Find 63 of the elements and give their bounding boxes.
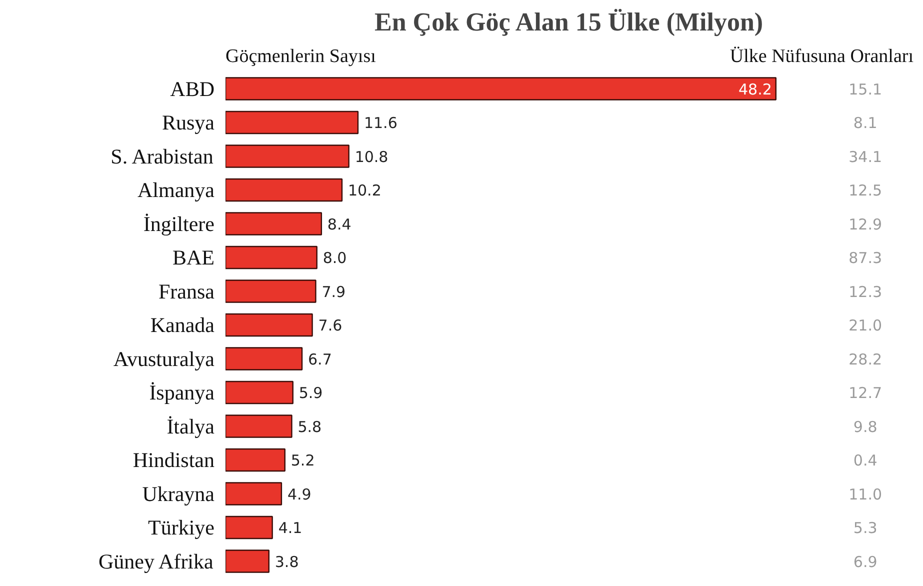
y-tick-label: Ukrayna — [142, 482, 216, 506]
bar — [226, 516, 273, 540]
y-tick-label: S. Arabistan — [110, 144, 214, 168]
bar — [226, 347, 303, 370]
data-label: 6.7 — [308, 350, 332, 368]
y-tick-label: İtalya — [166, 414, 216, 438]
data-label: 4.1 — [278, 519, 302, 537]
text: 87.3 — [848, 249, 882, 267]
bar — [226, 550, 270, 573]
data-label: 7.6 — [318, 316, 342, 334]
data-label: 4.9 — [287, 485, 312, 504]
data-label: 8.4 — [327, 215, 352, 234]
bar — [226, 144, 350, 168]
text: 9.8 — [853, 418, 878, 436]
data-label: 8.0 — [322, 249, 347, 267]
text: 12.7 — [848, 384, 882, 402]
text: 11.0 — [848, 485, 882, 504]
data-label: 10.2 — [348, 182, 382, 200]
text: 12.9 — [848, 215, 882, 234]
text: 8.1 — [853, 114, 878, 132]
y-tick-label: Hindistan — [132, 448, 215, 472]
chart-title: En Çok Göç Alan 15 Ülke (Milyon) — [374, 8, 764, 36]
bar — [226, 178, 343, 202]
y-tick-label: BAE — [172, 246, 214, 270]
text: 21.0 — [848, 316, 882, 334]
y-tick-label: Rusya — [162, 110, 216, 134]
x-axis-title: Göçmenlerin Sayısı — [226, 46, 376, 68]
bar — [226, 313, 313, 337]
bar — [226, 380, 294, 404]
bar — [226, 110, 359, 134]
y-tick-label: ABD — [170, 76, 215, 101]
y-tick-label: Türkiye — [148, 516, 215, 540]
bar — [226, 414, 292, 438]
data-label: 5.2 — [290, 452, 315, 470]
y-tick-label: Avusturalya — [113, 346, 216, 371]
bar — [226, 448, 286, 472]
y-tick-label: İngiltere — [143, 212, 215, 236]
data-label: 48.2 — [738, 80, 772, 98]
y-tick-label: Almanya — [138, 178, 216, 202]
text: 5.3 — [853, 519, 878, 537]
text: 12.5 — [848, 182, 882, 200]
data-label: 10.8 — [354, 148, 388, 166]
text: 15.1 — [848, 80, 882, 98]
bar — [226, 280, 316, 303]
bar — [226, 212, 322, 236]
text: 34.1 — [848, 148, 882, 166]
y-tick-label: Güney Afrika — [98, 549, 214, 574]
bar — [226, 482, 282, 506]
y-tick-label: İspanya — [149, 380, 216, 404]
y-tick-label: Kanada — [150, 313, 216, 337]
data-label: 5.9 — [298, 384, 323, 402]
text: 12.3 — [848, 282, 882, 301]
y-tick-label: Fransa — [158, 279, 216, 304]
data-label: 5.8 — [298, 418, 322, 436]
text: 28.2 — [848, 350, 882, 368]
text: 6.9 — [853, 552, 878, 571]
y2-axis-title: Ülke Nüfusuna Oranları — [730, 46, 914, 68]
bar — [226, 77, 776, 100]
bar — [226, 246, 318, 270]
data-label: 7.9 — [322, 282, 346, 301]
data-label: 3.8 — [274, 552, 299, 571]
text: 0.4 — [853, 452, 878, 470]
data-label: 11.6 — [364, 114, 398, 132]
